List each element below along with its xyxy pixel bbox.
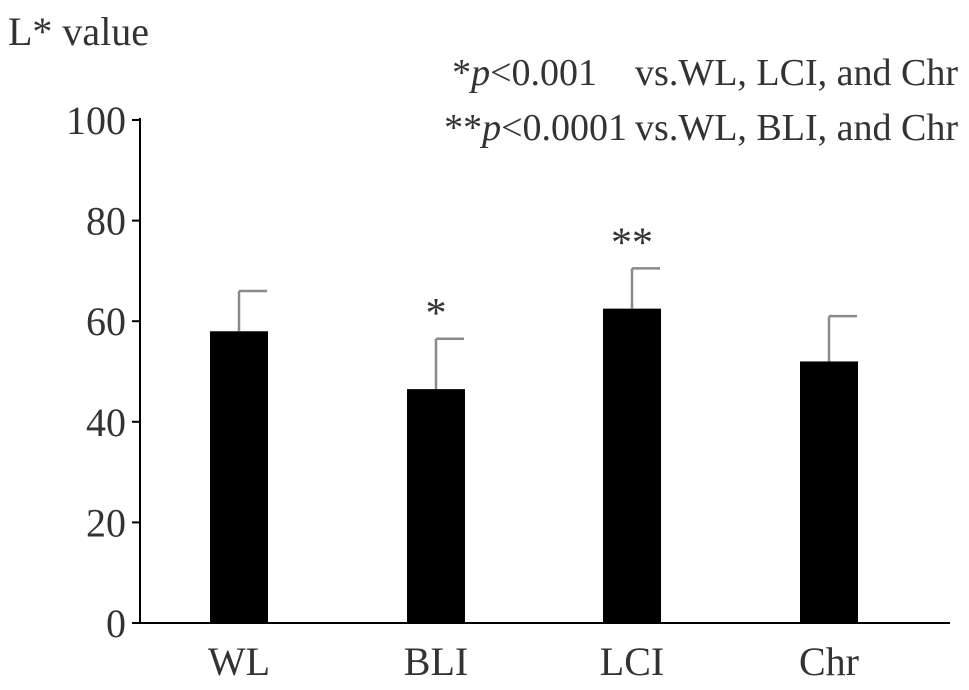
annotation-2: **p<0.0001 vs.WL, BLI, and Chr (444, 107, 958, 149)
annotation-1-comparison: vs.WL, LCI, and Chr (635, 52, 958, 94)
y-tick-label: 20 (86, 500, 126, 545)
y-tick-label: 60 (86, 299, 126, 344)
significance-marker-lci: ** (611, 220, 653, 266)
annotation-1-p-text: <0.001 (490, 52, 597, 94)
significance-markers: *** (426, 220, 654, 336)
annotation-1-p-symbol: p (468, 52, 490, 94)
y-tick-label: 80 (86, 199, 126, 244)
y-axis-label: L* value (8, 9, 149, 54)
bar-lci (603, 308, 661, 623)
x-tick-label-wl: WL (208, 639, 270, 684)
error-bars (237, 267, 857, 390)
annotation-1: *p<0.001 vs.WL, LCI, and Chr (452, 52, 958, 94)
annotation-2-p-symbol: p (479, 107, 501, 149)
annotation-1-marker: * (452, 52, 471, 94)
y-axis-ticks: 0 20 40 60 80 100 (66, 98, 140, 646)
y-tick-label: 100 (66, 98, 126, 143)
annotation-2-comparison: vs.WL, BLI, and Chr (635, 107, 958, 149)
bar-wl (210, 331, 268, 623)
x-axis-labels: WL BLI LCI Chr (208, 639, 859, 684)
bars (210, 308, 858, 623)
bar-chr (800, 361, 858, 623)
bar-bli (407, 389, 465, 623)
x-tick-label-chr: Chr (799, 639, 859, 684)
y-tick-label: 40 (86, 400, 126, 445)
annotation-2-p-text: <0.0001 (501, 107, 627, 149)
significance-marker-bli: * (426, 291, 447, 337)
x-tick-label-bli: BLI (404, 639, 468, 684)
y-tick-label: 0 (106, 601, 126, 646)
x-tick-label-lci: LCI (600, 639, 664, 684)
axes (139, 118, 950, 624)
annotation-2-marker: ** (444, 107, 482, 149)
